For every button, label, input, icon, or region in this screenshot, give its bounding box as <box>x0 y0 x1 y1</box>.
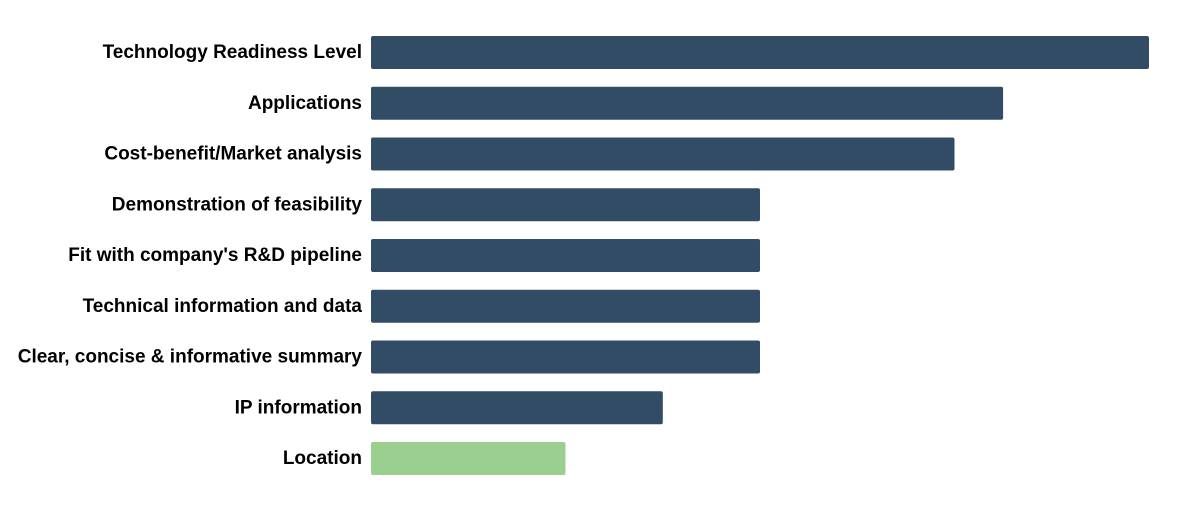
bar <box>371 137 955 171</box>
bar <box>371 86 1004 120</box>
bar <box>371 391 663 425</box>
category-label: Technical information and data <box>83 296 363 317</box>
category-label: Location <box>283 448 362 469</box>
category-label: Technology Readiness Level <box>103 42 362 63</box>
category-label: Cost-benefit/Market analysis <box>104 144 362 165</box>
bar <box>371 442 566 475</box>
category-label: IP information <box>235 397 362 418</box>
bar <box>371 289 760 323</box>
bar <box>371 340 760 374</box>
bar <box>371 239 760 272</box>
category-label: Applications <box>248 93 362 114</box>
bar <box>371 36 1149 69</box>
bars-layer <box>371 36 1149 475</box>
category-label: Fit with company's R&D pipeline <box>68 245 362 266</box>
bar <box>371 188 760 222</box>
category-label: Demonstration of feasibility <box>112 194 363 215</box>
category-label: Clear, concise & informative summary <box>18 347 363 368</box>
category-labels: Technology Readiness Level Applications Co… <box>18 42 363 469</box>
